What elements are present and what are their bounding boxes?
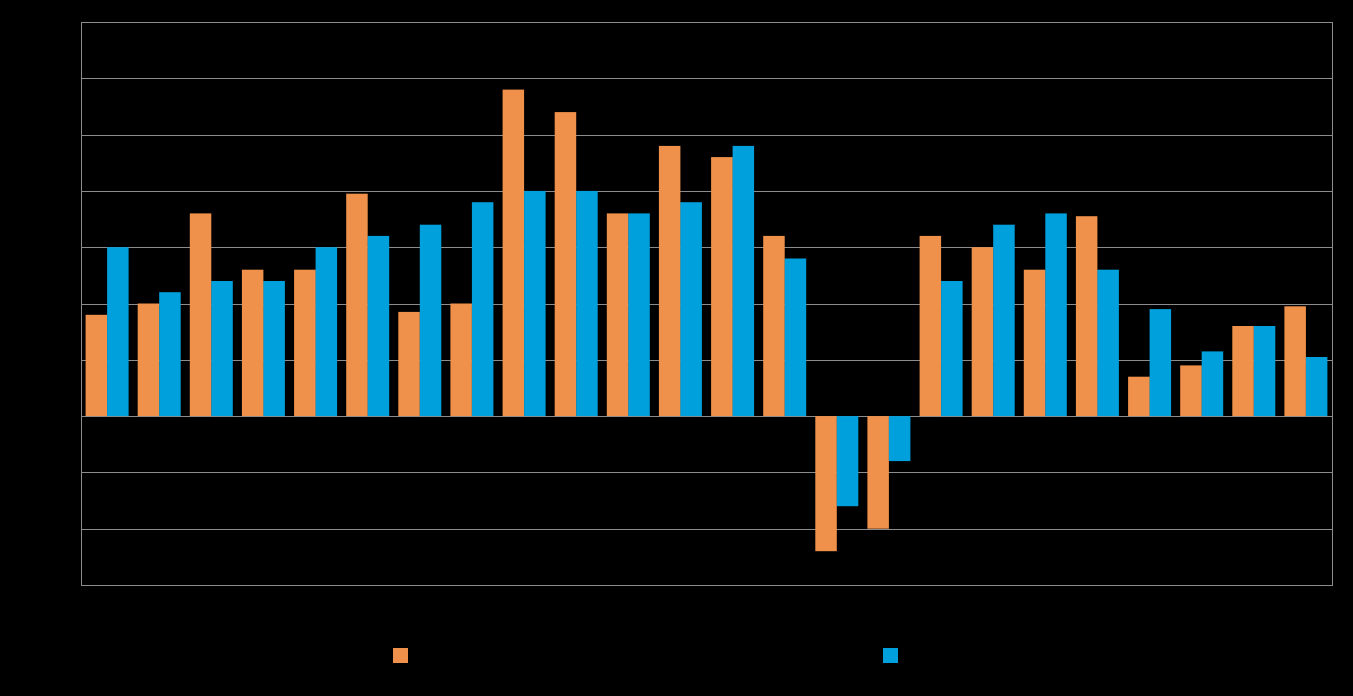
bar-series-2-13 (732, 145, 755, 417)
bar-series-1-24 (1284, 306, 1306, 417)
bar-series-1-10 (554, 112, 577, 417)
bar-series-1-22 (1180, 365, 1202, 417)
bar-series-1-9 (502, 89, 525, 417)
bar-series-1-17 (919, 235, 942, 417)
legend-swatch-series-2 (883, 648, 898, 663)
bar-series-2-18 (993, 224, 1015, 417)
bar-series-2-5 (315, 247, 338, 417)
bar-series-2-15 (836, 416, 859, 507)
bar-series-1-1 (85, 314, 108, 417)
bar-series-2-19 (1045, 213, 1067, 417)
bar-series-1-16 (867, 416, 889, 529)
bar-series-1-20 (1075, 216, 1098, 417)
bar-series-2-11 (628, 213, 650, 417)
bar-series-2-17 (941, 281, 963, 417)
bar-series-2-8 (471, 202, 494, 417)
bar-series-1-11 (606, 213, 629, 417)
bar-series-1-6 (346, 193, 368, 417)
bar-series-2-21 (1149, 309, 1172, 417)
bar-series-2-22 (1201, 351, 1224, 417)
bar-series-2-9 (524, 190, 546, 417)
bar-series-2-10 (576, 190, 598, 417)
bar-series-1-14 (763, 235, 785, 417)
bar-series-2-3 (211, 281, 233, 417)
bar-series-2-2 (159, 292, 181, 417)
legend (393, 648, 898, 663)
bar-series-1-23 (1232, 326, 1254, 417)
bar-series-2-24 (1305, 357, 1328, 417)
bar-series-2-12 (680, 202, 702, 417)
bar-series-2-20 (1097, 269, 1119, 417)
bars (85, 89, 1328, 552)
bar-series-1-8 (450, 303, 472, 417)
bar-series-1-12 (658, 145, 681, 417)
bar-series-1-21 (1128, 376, 1150, 417)
bar-series-1-19 (1023, 269, 1046, 417)
plot-area-frame (81, 22, 1333, 586)
bar-series-2-4 (263, 281, 285, 417)
bar-series-2-14 (784, 258, 807, 417)
bar-series-1-7 (398, 311, 420, 417)
gridlines (81, 78, 1332, 530)
bar-series-1-18 (971, 247, 994, 417)
bar-series-2-7 (419, 224, 442, 417)
bar-series-1-3 (189, 213, 212, 417)
bar-series-1-4 (241, 269, 264, 417)
bar-series-1-13 (711, 157, 733, 417)
bar-series-2-16 (888, 416, 911, 462)
bar-series-2-1 (107, 247, 129, 417)
bar-series-2-6 (367, 235, 390, 417)
legend-swatch-series-1 (393, 648, 408, 663)
bar-series-1-2 (137, 303, 160, 417)
bar-series-2-23 (1253, 326, 1276, 417)
bar-series-1-15 (815, 416, 837, 552)
bar-series-1-5 (294, 269, 316, 417)
